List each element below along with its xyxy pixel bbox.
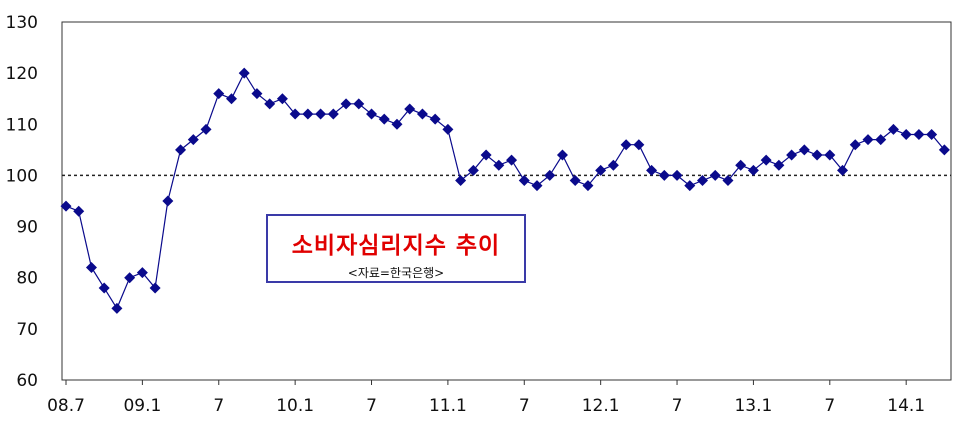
data-point (595, 164, 607, 176)
x-tick-label: 7 (519, 396, 530, 416)
x-tick-label: 11.1 (429, 396, 467, 416)
data-point (391, 118, 403, 130)
y-tick-label: 120 (6, 64, 38, 84)
data-point (149, 282, 161, 294)
data-point (811, 149, 823, 161)
data-point (416, 108, 428, 120)
y-tick-label: 130 (6, 13, 38, 33)
data-point (518, 175, 530, 187)
x-tick-label: 13.1 (734, 396, 772, 416)
data-point (569, 175, 581, 187)
data-point (238, 67, 250, 79)
x-tick-label: 09.1 (123, 396, 161, 416)
data-point (760, 154, 772, 166)
data-point (225, 93, 237, 105)
data-point (506, 154, 518, 166)
series-markers (60, 67, 950, 314)
data-point (849, 139, 861, 151)
data-point (607, 159, 619, 171)
data-point (531, 180, 543, 192)
series-line (65, 71, 945, 310)
data-point (162, 195, 174, 207)
data-point (455, 175, 467, 187)
data-point (467, 164, 479, 176)
chart-title-box: 소비자심리지수 추이 <자료=한국은행> (266, 214, 526, 283)
data-point (480, 149, 492, 161)
data-point (276, 93, 288, 105)
y-tick-label: 80 (16, 269, 38, 289)
y-tick-label: 70 (16, 320, 38, 340)
data-point (442, 123, 454, 135)
data-point (378, 113, 390, 125)
data-point (773, 159, 785, 171)
x-tick-label: 14.1 (887, 396, 925, 416)
data-point (875, 134, 887, 146)
x-tick-label: 12.1 (582, 396, 620, 416)
data-point (926, 129, 938, 141)
data-point (862, 134, 874, 146)
data-point (658, 169, 670, 181)
data-point (938, 144, 950, 156)
data-point (633, 139, 645, 151)
x-tick-label: 7 (366, 396, 377, 416)
data-point (837, 164, 849, 176)
data-point (582, 180, 594, 192)
data-point (404, 103, 416, 115)
data-point (366, 108, 378, 120)
data-point (187, 134, 199, 146)
y-tick-label: 110 (6, 115, 38, 135)
data-point (913, 129, 925, 141)
data-point (544, 169, 556, 181)
chart-title: 소비자심리지수 추이 (291, 233, 501, 259)
chart-source: <자료=한국은행> (347, 266, 445, 280)
x-tick-label: 08.7 (47, 396, 85, 416)
x-tick-label: 7 (213, 396, 224, 416)
data-point (620, 139, 632, 151)
data-point (429, 113, 441, 125)
data-point (136, 267, 148, 279)
data-point (493, 159, 505, 171)
data-point (709, 169, 721, 181)
data-point (124, 272, 136, 284)
data-point (747, 164, 759, 176)
data-point (213, 88, 225, 100)
data-point (697, 175, 708, 187)
data-point (289, 108, 301, 120)
data-point (722, 175, 734, 187)
data-point (786, 149, 798, 161)
data-point (824, 149, 836, 161)
data-point (646, 164, 658, 176)
data-point (175, 144, 187, 156)
data-point (302, 108, 314, 120)
plot-area (61, 21, 952, 381)
data-point (735, 159, 747, 171)
data-point (684, 180, 696, 192)
x-axis-ticks: 08.7 09.1 7 10.1 7 11.1 7 12.1 7 13.1 7 14.1 (47, 380, 925, 416)
data-point (60, 200, 72, 212)
data-point (111, 302, 123, 314)
y-tick-label: 60 (16, 371, 38, 391)
data-point (327, 108, 339, 120)
data-point (556, 149, 568, 161)
y-tick-label: 90 (16, 218, 38, 238)
data-point (798, 144, 810, 156)
x-tick-label: 7 (672, 396, 683, 416)
data-point (98, 282, 110, 294)
data-point (85, 261, 97, 273)
x-tick-label: 7 (824, 396, 835, 416)
data-point (315, 108, 327, 120)
y-tick-label: 100 (6, 166, 38, 186)
data-point (887, 123, 899, 135)
data-point (900, 129, 912, 141)
data-point (353, 98, 365, 110)
x-tick-label: 10.1 (276, 396, 314, 416)
data-point (251, 88, 263, 100)
data-point (200, 123, 212, 135)
y-axis-ticks: 60 70 80 90 100 110 120 130 (6, 13, 38, 391)
data-point (340, 98, 352, 110)
data-point (671, 169, 683, 181)
data-point (73, 205, 85, 217)
data-point (264, 98, 276, 110)
